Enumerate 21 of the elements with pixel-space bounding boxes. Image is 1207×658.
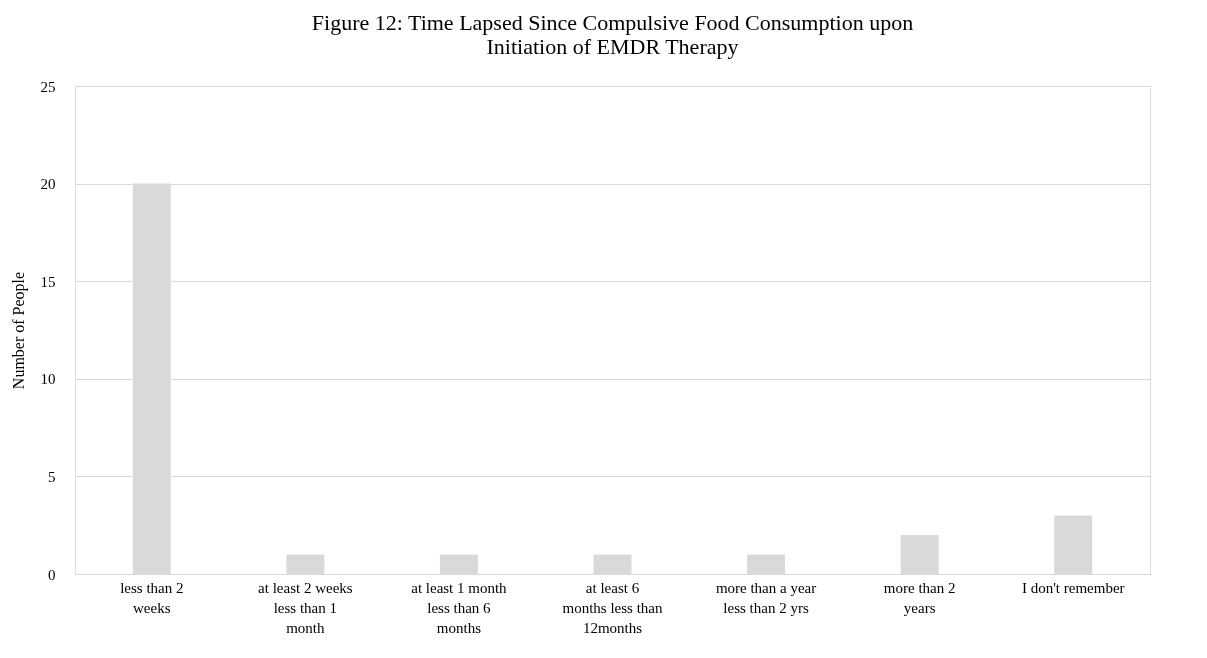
y-axis-title: Number of People bbox=[9, 271, 28, 390]
bar bbox=[747, 554, 786, 574]
bar bbox=[286, 554, 325, 574]
x-tick-label: more than 2 years bbox=[883, 579, 956, 616]
y-tick-label: 5 bbox=[48, 468, 56, 485]
bar bbox=[593, 554, 632, 574]
y-tick-label: 0 bbox=[48, 566, 56, 583]
x-tick-label: less than 2 weeks bbox=[120, 579, 184, 616]
y-tick-label: 25 bbox=[40, 78, 56, 95]
x-tick-label: at least 1 month less than 6 months bbox=[411, 579, 508, 636]
bar bbox=[900, 534, 939, 574]
bar bbox=[439, 554, 478, 574]
y-tick-label: 10 bbox=[40, 371, 56, 388]
y-tick-label: 15 bbox=[40, 273, 56, 290]
y-tick-label: 20 bbox=[40, 176, 56, 193]
bar bbox=[1054, 515, 1093, 574]
x-tick-label: more than a year less than 2 yrs bbox=[715, 579, 817, 616]
x-tick-label: at least 2 weeks less than 1 month bbox=[258, 579, 353, 636]
x-tick-label: I don't remember bbox=[1021, 579, 1125, 596]
chart-title: Figure 12: Time Lapsed Since Compulsive Food Consumption upon Initiation of EMDR Therapy bbox=[311, 10, 914, 59]
x-tick-label: at least 6 months less than 12months bbox=[562, 579, 663, 636]
